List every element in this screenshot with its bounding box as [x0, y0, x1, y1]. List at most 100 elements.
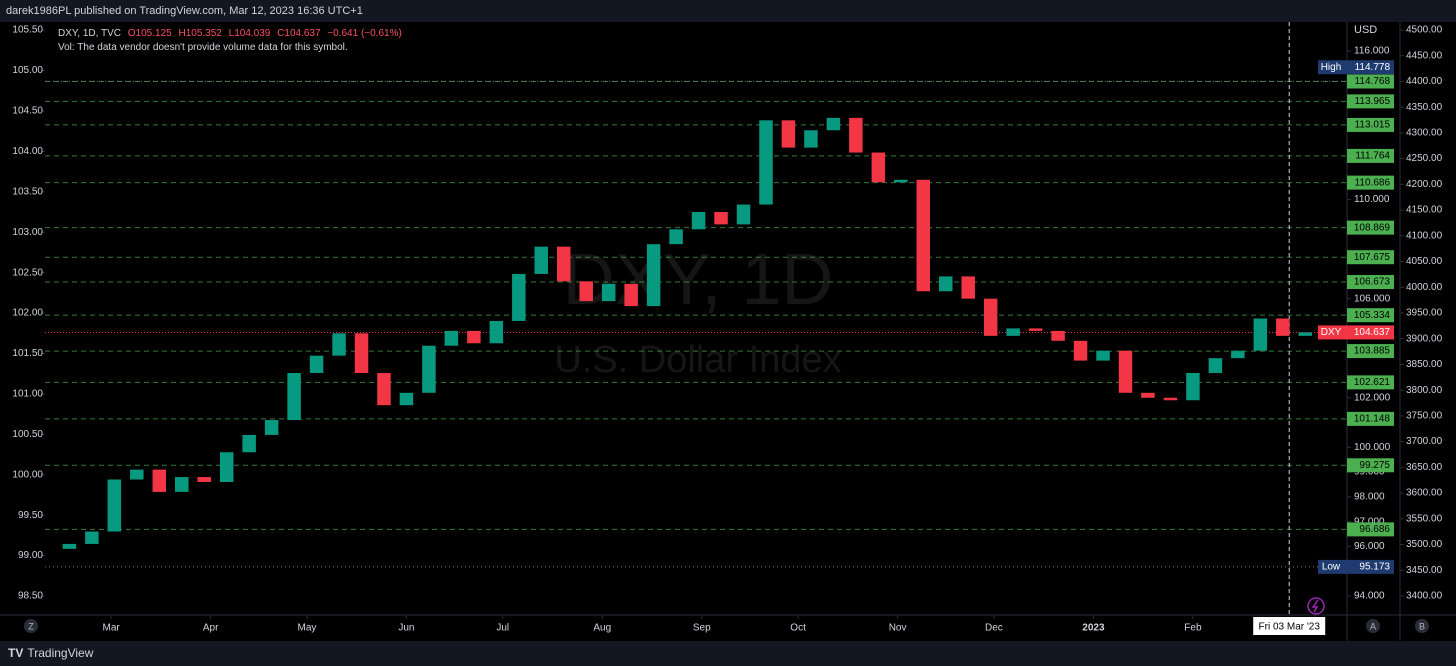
candle-body [826, 117, 841, 131]
candle-body [646, 244, 661, 307]
volume-note: Vol: The data vendor doesn't provide vol… [58, 42, 348, 53]
candle-body [219, 452, 234, 482]
publish-bar: darek1986PL published on TradingView.com… [0, 0, 1456, 22]
y-tick-label: 116.000 [1354, 46, 1390, 57]
y3-tick-label: 4150.00 [1406, 205, 1443, 216]
y-tick-label: 100.000 [1354, 442, 1391, 453]
candle-body [894, 179, 908, 183]
y3-tick-label: 4000.00 [1406, 282, 1443, 293]
candle-body [130, 469, 144, 480]
y2-tick-label: 104.50 [12, 106, 43, 117]
y3-tick-label: 3750.00 [1406, 411, 1443, 422]
level-label-bg [1347, 308, 1394, 323]
candle-body [916, 179, 931, 292]
alert-icon[interactable] [1307, 597, 1325, 615]
level-label-bg [1347, 522, 1394, 537]
y3-tick-label: 4400.00 [1406, 76, 1443, 87]
x-tick-label: Mar [103, 623, 121, 634]
x-tick-label: Nov [889, 623, 907, 634]
level-label-bg [1347, 250, 1394, 265]
candle-body [939, 276, 953, 292]
y2-tick-label: 100.50 [12, 429, 43, 440]
candle-body [1051, 330, 1065, 341]
scale-button-label: Z [28, 621, 34, 631]
y3-tick-label: 3700.00 [1406, 436, 1443, 447]
candle-body [714, 211, 728, 225]
x-tick-label: Oct [790, 623, 806, 634]
x-tick-label: Sep [693, 623, 711, 634]
y3-tick-label: 4350.00 [1406, 102, 1443, 113]
low-badge-value: 95.173 [1359, 562, 1390, 573]
level-label-bg [1347, 411, 1394, 426]
scale-button-label: A [1370, 621, 1376, 631]
y2-tick-label: 99.00 [18, 550, 43, 561]
level-label: 111.764 [1355, 151, 1390, 162]
candle-body [309, 355, 324, 373]
level-label-bg [1347, 458, 1394, 473]
y2-tick-label: 98.50 [18, 591, 43, 602]
candle-body [1118, 350, 1133, 393]
candle-body [871, 152, 886, 183]
level-label: 113.015 [1355, 120, 1391, 131]
level-label: 106.673 [1354, 277, 1391, 288]
x-tick-label: Jun [398, 623, 414, 634]
y-tick-label: 97.000 [1354, 516, 1385, 527]
footer: TV TradingView [0, 641, 1456, 666]
y3-tick-label: 3600.00 [1406, 488, 1443, 499]
level-label-bg [1347, 94, 1394, 109]
level-label: 103.885 [1354, 346, 1391, 357]
candle-body [1028, 328, 1043, 331]
candle-body [197, 477, 211, 482]
candle-body [624, 283, 638, 307]
y3-tick-label: 3500.00 [1406, 539, 1443, 550]
level-label: 113.965 [1355, 96, 1391, 107]
low-badge-label: Low [1322, 562, 1341, 573]
legend-close: C104.637 [277, 28, 321, 39]
y3-tick-label: 3400.00 [1406, 591, 1443, 602]
unit-label: USD [1354, 24, 1377, 36]
level-label: 114.768 [1355, 76, 1391, 87]
candle-body [467, 330, 481, 344]
candle-body [1006, 328, 1020, 336]
y-tick-label: 98.000 [1354, 491, 1385, 502]
candle-body [354, 333, 369, 373]
scale-button[interactable] [1415, 619, 1429, 633]
candle-body [152, 469, 167, 492]
level-label-bg [1347, 117, 1394, 132]
y3-tick-label: 3850.00 [1406, 359, 1443, 370]
candle-body [512, 273, 526, 321]
high-badge-value: 114.778 [1355, 62, 1391, 73]
x-tick-label: Feb [1184, 623, 1202, 634]
y2-tick-label: 102.00 [12, 308, 43, 319]
candle-body [242, 434, 256, 453]
y3-tick-label: 3800.00 [1406, 385, 1443, 396]
y2-tick-label: 105.50 [12, 25, 43, 36]
y3-tick-label: 4500.00 [1406, 25, 1443, 36]
cursor-label: Fri 03 Mar '23 [1259, 622, 1321, 633]
y3-tick-label: 4050.00 [1406, 256, 1443, 267]
cursor-label-bg [1253, 617, 1326, 635]
y2-tick-label: 101.50 [12, 348, 43, 359]
level-label: 102.621 [1354, 377, 1391, 388]
legend-row: DXY, 1D, TVC O105.125 H105.352 L104.039 … [58, 27, 406, 41]
last-badge-label: DXY [1321, 327, 1342, 338]
candle-body [1208, 358, 1223, 373]
y-tick-label: 110.000 [1354, 194, 1390, 205]
level-label-bg [1347, 220, 1394, 235]
y3-tick-label: 3900.00 [1406, 333, 1443, 344]
y3-tick-label: 4250.00 [1406, 153, 1443, 164]
y3-tick-label: 3950.00 [1406, 308, 1443, 319]
level-label-bg [1347, 375, 1394, 390]
level-label: 110.686 [1355, 177, 1391, 188]
candle-body [287, 372, 301, 421]
scale-button[interactable] [1366, 619, 1380, 633]
candle-body [489, 320, 504, 344]
candle-body [85, 531, 99, 544]
background [0, 22, 1456, 641]
candle-body [1096, 350, 1110, 361]
low-badge-bg [1318, 559, 1394, 574]
y2-tick-label: 104.00 [12, 146, 43, 157]
candle-body [377, 372, 391, 406]
y3-tick-label: 3450.00 [1406, 565, 1443, 576]
scale-button[interactable] [24, 619, 38, 633]
